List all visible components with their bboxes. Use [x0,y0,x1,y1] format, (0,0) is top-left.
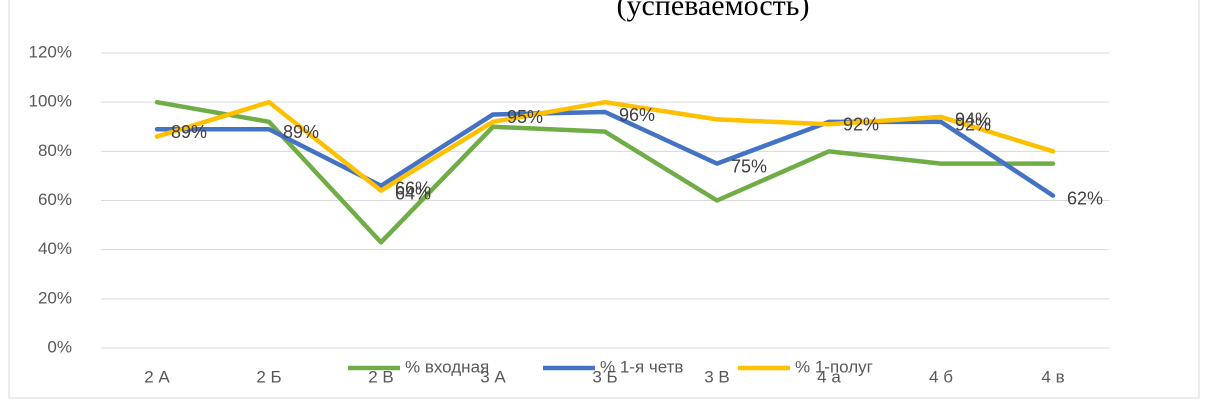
y-tick-label: 20% [38,288,72,307]
data-label: 89% [283,122,319,142]
y-tick-label: 120% [29,42,72,61]
y-tick-label: 40% [38,239,72,258]
data-label: 75% [731,156,767,176]
data-label: 95% [507,107,543,127]
x-tick-label: 2 В [368,367,394,386]
x-tick-label: 4 в [1041,367,1064,386]
data-label: 62% [1067,188,1103,208]
data-label: 92% [843,115,879,135]
series-line [154,99,1056,193]
y-tick-label: 100% [29,92,72,111]
x-tick-label: 3 Б [592,367,617,386]
x-tick-label: 3 А [480,367,506,386]
x-tick-label: 3 В [704,367,730,386]
y-tick-label: 80% [38,141,72,160]
data-label: 89% [171,122,207,142]
legend-label: % входная [405,357,489,376]
x-tick-label: 4 б [929,367,953,386]
data-label: 66% [395,179,431,199]
legend-label: % 1-полуг [795,357,873,376]
x-tick-label: 2 А [144,367,170,386]
data-label: 92% [955,115,991,135]
y-tick-label: 0% [47,337,72,356]
chart-frame [8,0,1200,399]
x-tick-label: 2 Б [256,367,281,386]
data-label: 64% [395,183,431,203]
y-tick-label: 60% [38,190,72,209]
chart-title: (успеваемость) [617,0,810,22]
data-label: 96% [619,105,655,125]
legend-label: % 1-я четв [600,357,683,376]
series-line [154,109,1056,198]
data-label: 94% [955,110,991,130]
series-line [154,99,1056,245]
x-tick-label: 4 а [817,367,841,386]
